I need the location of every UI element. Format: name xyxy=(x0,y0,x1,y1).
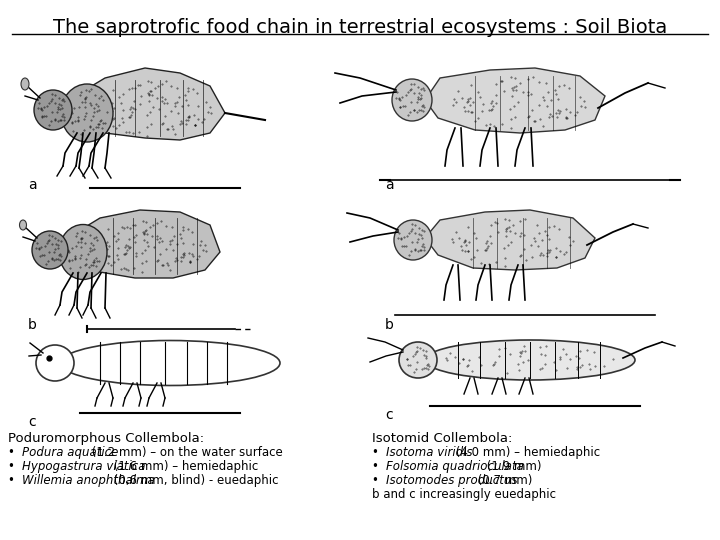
Text: c: c xyxy=(28,415,35,429)
Polygon shape xyxy=(425,210,595,270)
Text: Isotomid Collembola:: Isotomid Collembola: xyxy=(372,432,513,445)
Text: a: a xyxy=(385,178,394,192)
Text: (1.6 mm) – hemiedaphic: (1.6 mm) – hemiedaphic xyxy=(110,460,258,473)
Text: •: • xyxy=(372,474,382,487)
Text: (1.9 mm): (1.9 mm) xyxy=(483,460,541,473)
Text: •: • xyxy=(8,460,19,473)
Text: The saprotrofic food chain in terrestrial ecosystems : Soil Biota: The saprotrofic food chain in terrestria… xyxy=(53,18,667,37)
Text: (0.7 mm): (0.7 mm) xyxy=(474,474,533,487)
Ellipse shape xyxy=(425,340,635,380)
Ellipse shape xyxy=(61,84,113,142)
Text: b: b xyxy=(385,318,394,332)
Text: •: • xyxy=(8,446,19,459)
Text: (1.2 mm) – on the water surface: (1.2 mm) – on the water surface xyxy=(89,446,283,459)
Text: Willemia anophthalma: Willemia anophthalma xyxy=(22,474,155,487)
Text: Hypogastrura viatica: Hypogastrura viatica xyxy=(22,460,145,473)
Ellipse shape xyxy=(60,341,280,386)
Text: Podura aquatice: Podura aquatice xyxy=(22,446,118,459)
Ellipse shape xyxy=(392,79,432,121)
Ellipse shape xyxy=(59,225,107,280)
Ellipse shape xyxy=(32,231,68,269)
Text: •: • xyxy=(372,446,382,459)
Text: (4.0 mm) – hemiedaphic: (4.0 mm) – hemiedaphic xyxy=(452,446,600,459)
Text: b and c increasingly euedaphic: b and c increasingly euedaphic xyxy=(372,488,556,501)
Ellipse shape xyxy=(34,90,72,130)
Text: Folsomia quadrioculata: Folsomia quadrioculata xyxy=(386,460,524,473)
Text: b: b xyxy=(28,318,37,332)
Ellipse shape xyxy=(19,220,27,230)
Text: Poduromorphous Collembola:: Poduromorphous Collembola: xyxy=(8,432,204,445)
Ellipse shape xyxy=(36,345,74,381)
Ellipse shape xyxy=(21,78,29,90)
Ellipse shape xyxy=(399,342,437,378)
Polygon shape xyxy=(80,68,225,140)
Text: (0,6 mm, blind) - euedaphic: (0,6 mm, blind) - euedaphic xyxy=(110,474,279,487)
Text: Isotomodes productus: Isotomodes productus xyxy=(386,474,518,487)
Ellipse shape xyxy=(394,220,432,260)
Text: a: a xyxy=(28,178,37,192)
Polygon shape xyxy=(77,210,220,278)
Polygon shape xyxy=(425,68,605,133)
Text: Isotoma viridis: Isotoma viridis xyxy=(386,446,472,459)
Text: •: • xyxy=(8,474,19,487)
Text: c: c xyxy=(385,408,392,422)
Text: •: • xyxy=(372,460,382,473)
